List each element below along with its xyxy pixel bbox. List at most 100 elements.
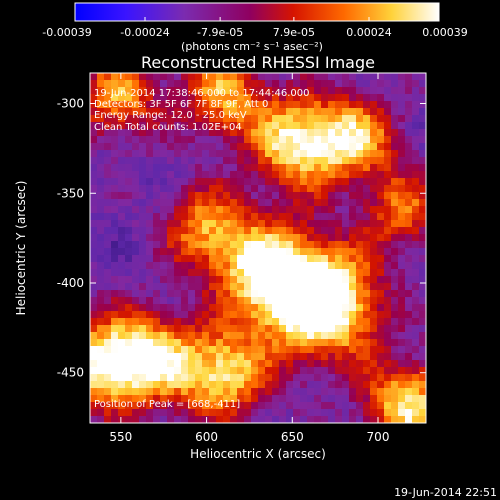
heatmap-cell	[90, 290, 97, 297]
heatmap-cell	[384, 80, 391, 87]
heatmap-cell	[223, 227, 230, 234]
heatmap-cell	[370, 353, 377, 360]
heatmap-cell	[293, 227, 300, 234]
heatmap-cell	[167, 395, 174, 402]
heatmap-cell	[321, 241, 328, 248]
heatmap-cell	[237, 262, 244, 269]
heatmap-cell	[377, 269, 384, 276]
heatmap-cell	[412, 87, 419, 94]
heatmap-cell	[370, 234, 377, 241]
heatmap-cell	[335, 339, 342, 346]
heatmap-cell	[356, 143, 363, 150]
heatmap-cell	[384, 199, 391, 206]
heatmap-cell	[391, 108, 398, 115]
heatmap-cell	[342, 241, 349, 248]
heatmap-cell	[188, 129, 195, 136]
heatmap-cell	[181, 388, 188, 395]
heatmap-cell	[398, 311, 405, 318]
heatmap-cell	[90, 129, 97, 136]
heatmap-cell	[90, 269, 97, 276]
heatmap-cell	[391, 276, 398, 283]
heatmap-cell	[132, 290, 139, 297]
heatmap-cell	[160, 402, 167, 409]
heatmap-cell	[104, 367, 111, 374]
heatmap-cell	[342, 346, 349, 353]
heatmap-cell	[209, 248, 216, 255]
heatmap-cell	[356, 73, 363, 80]
heatmap-cell	[202, 297, 209, 304]
heatmap-cell	[412, 129, 419, 136]
heatmap-cell	[237, 171, 244, 178]
heatmap-cell	[321, 339, 328, 346]
heatmap-cell	[412, 290, 419, 297]
heatmap-cell	[181, 101, 188, 108]
heatmap-cell	[202, 318, 209, 325]
heatmap-cell	[216, 73, 223, 80]
heatmap-cell	[258, 80, 265, 87]
heatmap-cell	[244, 374, 251, 381]
heatmap-cell	[111, 248, 118, 255]
heatmap-cell	[167, 87, 174, 94]
heatmap-cell	[335, 332, 342, 339]
heatmap-cell	[265, 185, 272, 192]
heatmap-cell	[244, 213, 251, 220]
heatmap-cell	[244, 276, 251, 283]
heatmap-cell	[160, 129, 167, 136]
heatmap-cell	[265, 73, 272, 80]
heatmap-cell	[265, 402, 272, 409]
heatmap-cell	[139, 108, 146, 115]
heatmap-cell	[153, 276, 160, 283]
heatmap-cell	[412, 269, 419, 276]
heatmap-cell	[377, 360, 384, 367]
heatmap-cell	[251, 129, 258, 136]
heatmap-cell	[405, 80, 412, 87]
heatmap-cell	[265, 325, 272, 332]
heatmap-cell	[398, 409, 405, 416]
heatmap-cell	[363, 136, 370, 143]
heatmap-cell	[300, 269, 307, 276]
heatmap-cell	[104, 290, 111, 297]
heatmap-cell	[237, 129, 244, 136]
heatmap-cell	[125, 213, 132, 220]
heatmap-cell	[160, 248, 167, 255]
heatmap-cell	[188, 318, 195, 325]
heatmap-cell	[258, 206, 265, 213]
heatmap-cell	[195, 220, 202, 227]
heatmap-cell	[314, 171, 321, 178]
heatmap-cell	[405, 346, 412, 353]
colorbar-ticks: -0.00039 -0.00024 -7.9e-05 7.9e-05 0.00024 0.…	[42, 17, 468, 39]
heatmap-cell	[405, 129, 412, 136]
y-tick-label: -400	[57, 276, 84, 290]
heatmap-cell	[244, 94, 251, 101]
heatmap-cell	[202, 73, 209, 80]
heatmap-cell	[237, 94, 244, 101]
heatmap-cell	[314, 346, 321, 353]
heatmap-cell	[398, 367, 405, 374]
heatmap-cell	[300, 339, 307, 346]
heatmap-cell	[181, 367, 188, 374]
heatmap-cell	[419, 87, 426, 94]
heatmap-cell	[188, 262, 195, 269]
heatmap-cell	[146, 136, 153, 143]
heatmap-cell	[363, 171, 370, 178]
heatmap-cell	[118, 381, 125, 388]
heatmap-cell	[195, 199, 202, 206]
heatmap-cell	[419, 171, 426, 178]
heatmap-cell	[370, 318, 377, 325]
heatmap-cell	[216, 283, 223, 290]
heatmap-cell	[111, 199, 118, 206]
heatmap-cell	[370, 283, 377, 290]
heatmap-cell	[223, 416, 230, 423]
heatmap-cell	[328, 157, 335, 164]
heatmap-cell	[125, 192, 132, 199]
heatmap-cell	[321, 101, 328, 108]
heatmap-cell	[349, 339, 356, 346]
heatmap-cell	[279, 346, 286, 353]
heatmap-cell	[363, 150, 370, 157]
heatmap-cell	[139, 262, 146, 269]
heatmap-cell	[139, 220, 146, 227]
heatmap-cell	[391, 388, 398, 395]
heatmap-cell	[384, 73, 391, 80]
heatmap-cell	[349, 409, 356, 416]
